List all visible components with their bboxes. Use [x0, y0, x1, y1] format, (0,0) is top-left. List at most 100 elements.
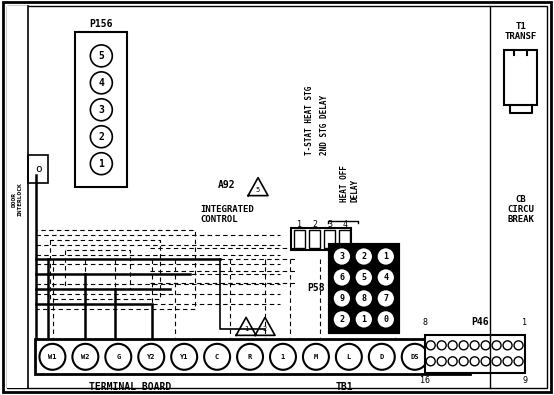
- Text: 0: 0: [383, 315, 388, 324]
- Text: 6: 6: [340, 273, 345, 282]
- Text: 2: 2: [361, 252, 366, 261]
- Circle shape: [204, 344, 230, 370]
- Circle shape: [39, 344, 65, 370]
- Circle shape: [481, 341, 490, 350]
- Bar: [309, 229, 320, 248]
- Text: G: G: [116, 354, 120, 360]
- Text: 9: 9: [522, 376, 527, 385]
- Circle shape: [448, 341, 457, 350]
- Circle shape: [503, 341, 512, 350]
- Circle shape: [448, 357, 457, 366]
- Text: T-STAT HEAT STG: T-STAT HEAT STG: [305, 85, 315, 155]
- Bar: [28, 155, 48, 182]
- Circle shape: [437, 357, 446, 366]
- Text: 2: 2: [263, 326, 267, 332]
- Circle shape: [470, 341, 479, 350]
- Circle shape: [333, 248, 351, 265]
- Circle shape: [437, 341, 446, 350]
- Text: TB1: TB1: [336, 382, 353, 392]
- Circle shape: [333, 269, 351, 286]
- Text: INTEGRATED
CONTROL: INTEGRATED CONTROL: [200, 205, 254, 224]
- Circle shape: [336, 344, 362, 370]
- Circle shape: [355, 269, 373, 286]
- Circle shape: [503, 357, 512, 366]
- Text: 2: 2: [340, 315, 345, 324]
- Circle shape: [369, 344, 395, 370]
- Circle shape: [90, 126, 112, 148]
- Text: DS: DS: [411, 354, 419, 360]
- Circle shape: [355, 310, 373, 328]
- Circle shape: [377, 290, 395, 307]
- Text: W2: W2: [81, 354, 90, 360]
- Polygon shape: [248, 178, 268, 196]
- Circle shape: [90, 99, 112, 121]
- Text: 8: 8: [422, 318, 427, 327]
- Text: L: L: [347, 354, 351, 360]
- Circle shape: [303, 344, 329, 370]
- Circle shape: [377, 269, 395, 286]
- Text: 2ND STG DELAY: 2ND STG DELAY: [320, 94, 330, 155]
- Circle shape: [90, 72, 112, 94]
- Circle shape: [402, 344, 428, 370]
- Text: 5: 5: [256, 186, 260, 193]
- Text: 4: 4: [342, 220, 347, 229]
- Bar: [339, 229, 350, 248]
- Bar: [75, 32, 127, 187]
- Circle shape: [377, 310, 395, 328]
- Text: 1: 1: [383, 252, 388, 261]
- Circle shape: [377, 248, 395, 265]
- Text: D: D: [379, 354, 384, 360]
- Circle shape: [459, 341, 468, 350]
- Text: 3: 3: [99, 105, 104, 115]
- Text: 7: 7: [383, 294, 388, 303]
- Text: 1: 1: [281, 354, 285, 360]
- Text: 1: 1: [522, 318, 527, 327]
- Circle shape: [355, 290, 373, 307]
- Bar: [324, 229, 335, 248]
- Text: P156: P156: [90, 19, 113, 29]
- Circle shape: [73, 344, 99, 370]
- Text: TERMINAL BOARD: TERMINAL BOARD: [89, 382, 171, 392]
- Circle shape: [138, 344, 164, 370]
- Polygon shape: [255, 318, 275, 335]
- Bar: [294, 229, 305, 248]
- Circle shape: [481, 357, 490, 366]
- Circle shape: [492, 341, 501, 350]
- Text: DOOR
INTERLOCK: DOOR INTERLOCK: [12, 183, 23, 216]
- Bar: [35, 339, 470, 374]
- Circle shape: [459, 357, 468, 366]
- Circle shape: [355, 248, 373, 265]
- Bar: [330, 245, 398, 332]
- Text: Y1: Y1: [180, 354, 188, 360]
- Text: R: R: [248, 354, 252, 360]
- Circle shape: [426, 341, 435, 350]
- Text: 1: 1: [297, 220, 302, 229]
- Text: 9: 9: [340, 294, 345, 303]
- Circle shape: [90, 153, 112, 175]
- Circle shape: [426, 357, 435, 366]
- Text: 2: 2: [99, 132, 104, 142]
- Text: 8: 8: [361, 294, 366, 303]
- Text: P58: P58: [307, 284, 325, 293]
- Text: 2: 2: [312, 220, 317, 229]
- Text: 1: 1: [361, 315, 366, 324]
- Text: 3: 3: [327, 220, 332, 229]
- Text: 16: 16: [420, 376, 430, 385]
- Bar: [504, 50, 537, 105]
- Bar: [7, 6, 28, 388]
- Text: A92: A92: [218, 180, 236, 190]
- Text: CB
CIRCU
BREAK: CB CIRCU BREAK: [507, 195, 534, 224]
- Circle shape: [514, 357, 523, 366]
- Bar: [425, 335, 525, 373]
- Circle shape: [470, 357, 479, 366]
- Circle shape: [333, 310, 351, 328]
- Text: C: C: [215, 354, 219, 360]
- Text: 4: 4: [383, 273, 388, 282]
- Circle shape: [333, 290, 351, 307]
- Circle shape: [514, 341, 523, 350]
- Bar: [291, 228, 351, 250]
- Text: 4: 4: [99, 78, 104, 88]
- Circle shape: [105, 344, 131, 370]
- Circle shape: [237, 344, 263, 370]
- Circle shape: [492, 357, 501, 366]
